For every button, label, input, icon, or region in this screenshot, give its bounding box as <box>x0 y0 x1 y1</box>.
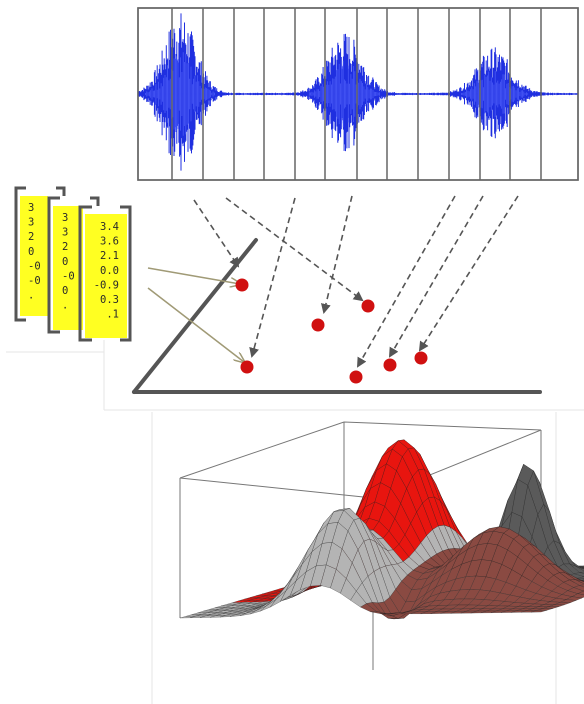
surface-plot <box>151 412 584 704</box>
vector-value: 2 <box>62 241 68 253</box>
feature-axes <box>132 238 542 394</box>
feature-vector-back: 3 3 2 0 -0 -0. <box>14 186 66 322</box>
vector-value: 3 <box>28 217 34 229</box>
feature-point <box>235 278 249 292</box>
vector-value: .1 <box>106 309 119 321</box>
vector-value: 0.0 <box>100 265 119 277</box>
vector-value: . <box>62 300 68 312</box>
feature-vectors: 3 3 2 0 -0 -0. 3 3 2 0 -0 0. 3.4 3.6 2.1 0.0 -0.9 0.3 .1 <box>14 186 132 342</box>
vector-value: -0 <box>28 260 41 272</box>
feature-point <box>349 370 363 384</box>
surface-cell <box>577 576 584 579</box>
vector-value: 3 <box>62 212 68 224</box>
vector-value: . <box>28 290 34 302</box>
vector-value: 0 <box>28 246 34 258</box>
vector-value: 3.6 <box>100 236 119 248</box>
vector-value: 3 <box>28 202 34 214</box>
scatter-plot <box>6 195 584 411</box>
vector-value: 0 <box>62 285 68 297</box>
feature-point <box>240 360 254 374</box>
vector-value: 3.4 <box>100 221 119 233</box>
vector-value: 3 <box>62 227 68 239</box>
frame-dividers <box>171 8 542 180</box>
feature-point <box>361 299 375 313</box>
vector-arrows <box>147 267 244 362</box>
vector-value: 0 <box>62 256 68 268</box>
vector-value: 0.3 <box>100 294 119 306</box>
feature-point <box>414 351 428 365</box>
vector-value: 2 <box>28 231 34 243</box>
waveform-signal <box>138 13 578 171</box>
mapping-arrows <box>193 195 519 368</box>
feature-points <box>235 278 428 384</box>
vector-value: 2.1 <box>100 250 119 262</box>
waveform-panel <box>137 7 579 181</box>
vector-value: -0 <box>28 275 41 287</box>
vector-value: -0.9 <box>94 279 119 291</box>
feature-point <box>383 358 397 372</box>
feature-point <box>311 318 325 332</box>
vector-value: -0 <box>62 270 75 282</box>
surface-mesh <box>179 439 584 620</box>
feature-vector-front: 3.4 3.6 2.1 0.0 -0.9 0.3 .1 <box>78 205 132 342</box>
feature-vector-mid: 3 3 2 0 -0 0. <box>47 196 100 334</box>
surface-cell <box>530 610 547 613</box>
